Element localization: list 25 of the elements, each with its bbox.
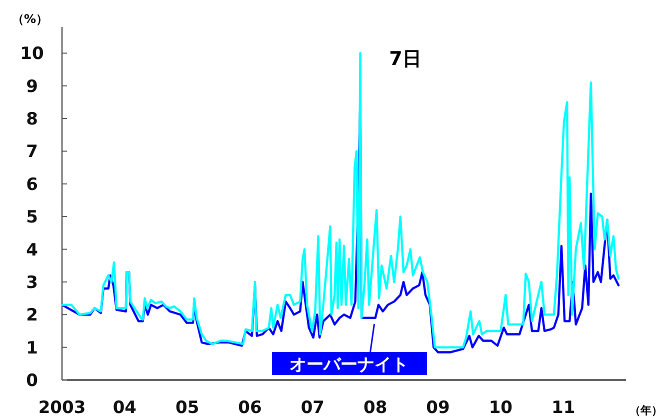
x-tick-label: 2003 [38, 398, 86, 418]
y-tick-label: 1 [26, 338, 38, 358]
x-tick-label: 08 [363, 398, 388, 418]
x-tick-label: 04 [112, 398, 137, 418]
y-tick-label: 5 [26, 208, 38, 228]
y-tick-label: 8 [26, 110, 38, 130]
series-label: 7日 [389, 48, 422, 70]
y-axis-title: （%） [12, 12, 48, 26]
y-tick-label: 4 [26, 240, 38, 260]
y-tick-label: 0 [26, 371, 38, 391]
y-tick-label: 3 [26, 272, 38, 293]
legend-label: オーバーナイト [290, 355, 408, 375]
x-tick-label: 06 [238, 398, 262, 418]
x-axis-title: （年） [630, 404, 662, 417]
line-series [60, 52, 620, 348]
x-tick-label: 09 [426, 398, 450, 418]
x-tick-label: 05 [175, 398, 200, 418]
y-tick-label: 6 [26, 174, 38, 195]
y-tick-label: 2 [26, 306, 38, 326]
y-tick-label: 7 [26, 142, 38, 162]
x-tick-label: 10 [488, 398, 513, 418]
y-tick-label: 9 [26, 76, 38, 97]
x-tick-label: 07 [300, 398, 325, 418]
y-tick-label: 10 [20, 44, 44, 64]
x-tick-label: 11 [551, 398, 576, 418]
